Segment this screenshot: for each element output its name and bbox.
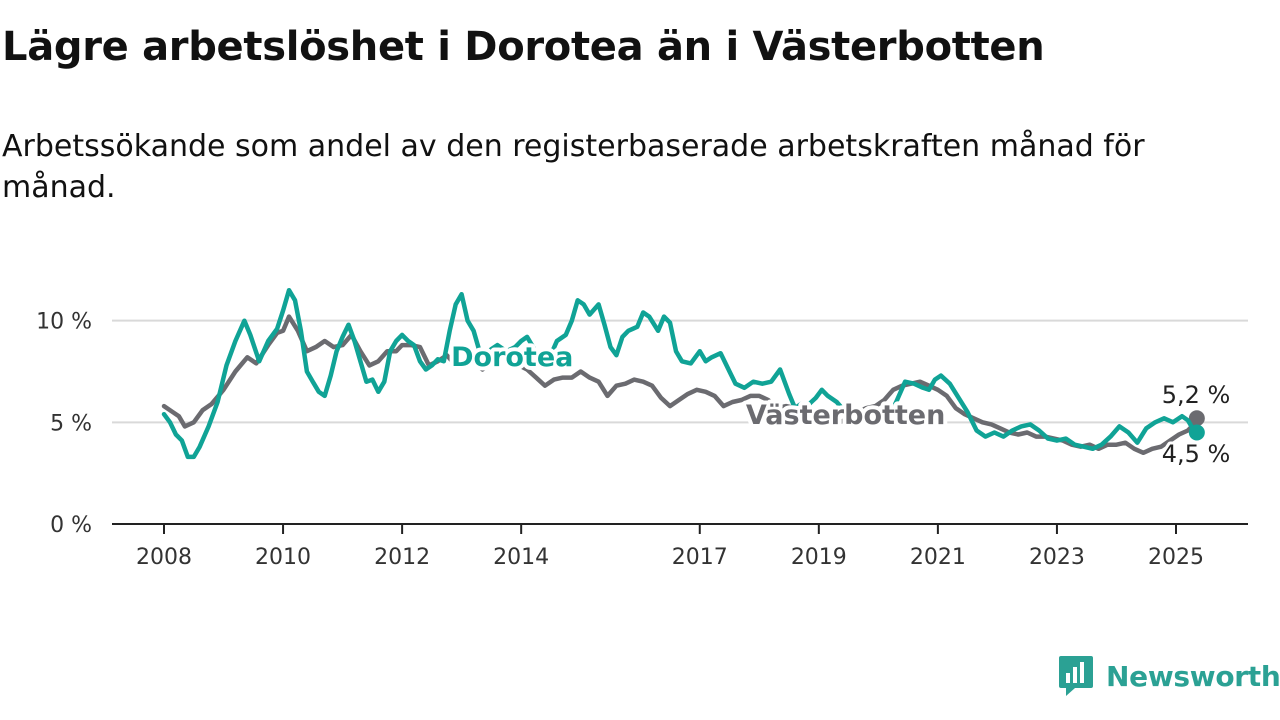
x-tick-label: 2019 xyxy=(791,545,847,570)
x-tick-label: 2008 xyxy=(136,545,192,570)
x-tick-label: 2014 xyxy=(493,545,549,570)
chart-subtitle: Arbetssökande som andel av den registerb… xyxy=(2,129,1145,205)
x-tick-label: 2021 xyxy=(910,545,966,570)
x-tick-label: 2025 xyxy=(1148,545,1204,570)
label-layer: DoroteaDoroteaVästerbottenVästerbotten5,… xyxy=(447,338,1233,471)
series-layer xyxy=(161,287,1205,460)
end-label-vasterbotten-halo: 5,2 % xyxy=(1162,381,1231,409)
end-point-dorotea xyxy=(1188,424,1205,441)
series-label-dorotea: Dorotea xyxy=(451,342,573,373)
newsworthy-logo-icon xyxy=(1059,656,1093,696)
x-tick-label: 2012 xyxy=(374,545,430,570)
x-tick-label: 2017 xyxy=(672,545,728,570)
x-tick-label: 2010 xyxy=(255,545,311,570)
y-tick-label: 5 % xyxy=(50,411,92,436)
end-point-vasterbotten xyxy=(1188,410,1205,427)
end-label-vasterbotten: 5,2 % xyxy=(1162,381,1231,409)
series-label-vasterbotten: Västerbotten xyxy=(746,400,945,431)
series-line-dorotea xyxy=(161,287,1200,460)
grid-layer xyxy=(112,319,1248,424)
y-tick-label: 10 % xyxy=(36,310,92,335)
end-label-dorotea: 4,5 % xyxy=(1162,440,1231,468)
series-label-dorotea-halo: Dorotea xyxy=(451,342,573,373)
y-tick-label: 0 % xyxy=(50,513,92,538)
series-label-vasterbotten-halo: Västerbotten xyxy=(746,400,945,431)
x-tick-label: 2023 xyxy=(1029,545,1085,570)
brand-name: Newsworthy xyxy=(1106,659,1280,693)
axis-layer: 0 % 5 % 10 % 2008 2010 2012 2014 2017 2019 2021 20… xyxy=(36,310,1248,570)
brand-logo: Newsworthy xyxy=(1058,654,1280,698)
chart-title: Lägre arbetslöshet i Dorotea än i Väster… xyxy=(2,24,1045,70)
end-label-dorotea-halo: 4,5 % xyxy=(1162,440,1231,468)
